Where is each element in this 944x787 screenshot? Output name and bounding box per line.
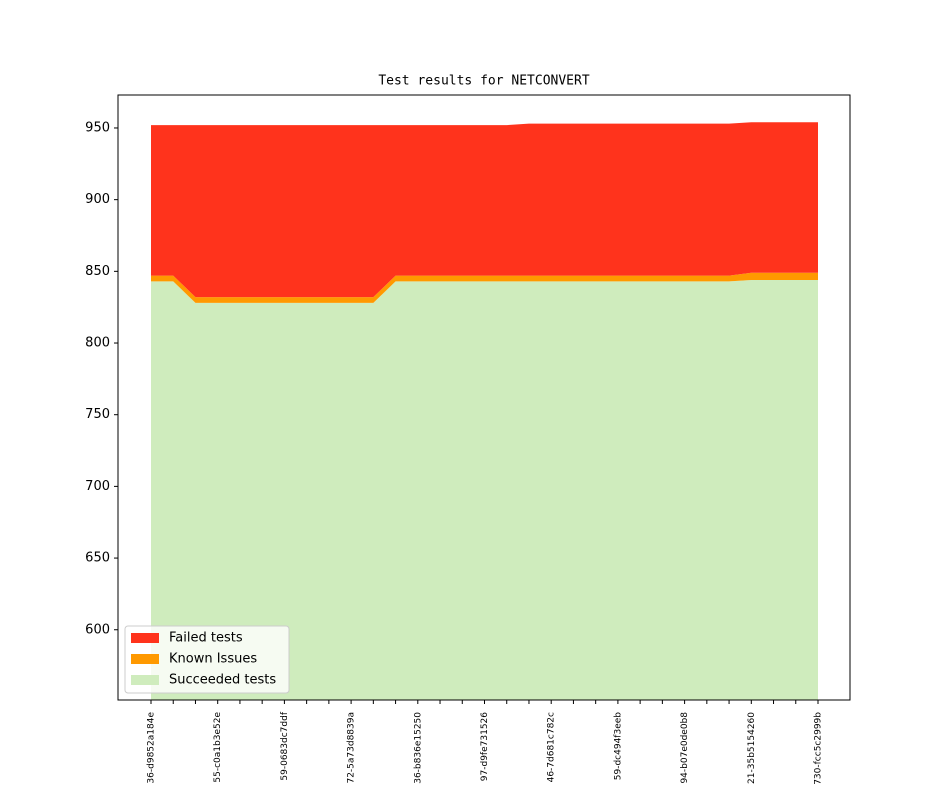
x-tick-label: 46-7d681c782c: [547, 712, 557, 782]
x-tick-label: 94-b07e0de0b8: [680, 712, 690, 784]
x-tick-label: 730-fcc5c2999b: [814, 712, 824, 785]
y-tick-label: 750: [85, 407, 110, 422]
legend-swatch: [131, 633, 159, 643]
area: [151, 272, 818, 303]
legend-label: Succeeded tests: [169, 673, 276, 688]
area: [151, 122, 818, 298]
x-tick-label: 21-35b5154260: [747, 712, 757, 784]
y-tick-label: 900: [85, 192, 110, 207]
x-tick-label: 59-0683dc7ddf: [280, 711, 290, 780]
y-tick-label: 850: [85, 264, 110, 279]
y-tick-label: 600: [85, 622, 110, 637]
y-tick-label: 700: [85, 479, 110, 494]
x-tick-label: 59-dc494f3eeb: [613, 712, 623, 781]
x-tick-label: 36-b836e15250: [413, 712, 423, 784]
legend-swatch: [131, 675, 159, 685]
legend-label: Failed tests: [169, 631, 243, 646]
legend-label: Known Issues: [169, 652, 257, 667]
area: [151, 279, 818, 700]
legend-swatch: [131, 654, 159, 664]
x-tick-label: 72-5a73d8839a: [347, 712, 357, 784]
y-tick-label: 800: [85, 336, 110, 351]
x-tick-label: 97-d9fe731526: [480, 712, 490, 781]
x-tick-label: 36-d9852a184e: [147, 712, 157, 784]
chart-title: Test results for NETCONVERT: [378, 74, 589, 89]
x-tick-label: 55-c0a1b3e52e: [213, 712, 223, 783]
y-tick-label: 650: [85, 551, 110, 566]
legend-box: [124, 625, 290, 694]
legend: Failed tests Known Issues Succeeded tests: [124, 625, 290, 694]
y-tick-label: 950: [85, 120, 110, 135]
